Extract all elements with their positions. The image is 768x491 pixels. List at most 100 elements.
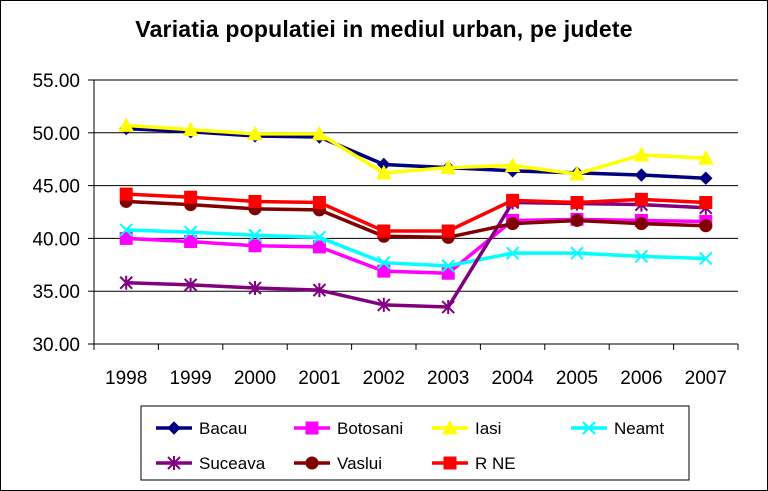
x-tick-label: 2004 (491, 368, 534, 389)
data-point-bacau (699, 171, 713, 185)
data-point-vaslui (634, 217, 648, 231)
gridlines (94, 79, 738, 292)
data-point-botosani (377, 264, 391, 278)
data-point-iasi (247, 125, 263, 141)
data-point-vaslui (570, 213, 584, 227)
legend-label: Vaslui (337, 454, 382, 473)
data-point-iasi (504, 157, 521, 173)
data-point-neamt (312, 230, 327, 245)
legend-label: Bacau (199, 419, 247, 438)
x-tick-label: 2006 (620, 368, 662, 389)
legend-marker (582, 421, 596, 435)
series-iasi (118, 117, 714, 181)
data-point-r-ne (377, 224, 391, 238)
series-line-suceava (126, 200, 706, 309)
legend-label: R NE (475, 454, 516, 473)
data-point-iasi (375, 164, 392, 180)
data-point-suceava (377, 297, 391, 312)
legend-label: Iasi (475, 419, 501, 438)
data-point-suceava (248, 281, 262, 296)
legend-item-iasi: Iasi (432, 419, 501, 438)
series-neamt (119, 223, 713, 273)
data-point-botosani (312, 240, 326, 254)
data-point-iasi (440, 159, 457, 175)
data-point-neamt (570, 246, 584, 260)
series-line-iasi (126, 123, 706, 176)
data-point-r-ne (119, 187, 133, 201)
legend-item-neamt: Neamt (571, 419, 664, 438)
x-tick-label: 2000 (234, 368, 276, 389)
data-point-botosani (248, 239, 262, 253)
legend-item-vaslui: Vaslui (294, 454, 382, 473)
legend-marker (167, 421, 181, 435)
data-point-iasi (633, 146, 650, 162)
series-line-bacau (126, 126, 706, 180)
legend: Bacau Botosani Iasi Neamt Suceava Vaslui R NE (140, 405, 690, 481)
x-tick-label: 2001 (298, 368, 340, 389)
data-point-neamt (505, 246, 520, 260)
legend-marker (443, 456, 457, 470)
legend-label: Suceava (199, 454, 266, 473)
data-point-iasi (118, 117, 135, 132)
data-point-iasi (697, 150, 714, 165)
series-lines (118, 117, 714, 315)
data-point-r-ne (699, 195, 713, 209)
data-point-r-ne (570, 195, 584, 209)
data-point-iasi (311, 125, 328, 141)
y-tick-label: 40.00 (32, 229, 80, 250)
legend-marker (305, 456, 319, 470)
legend-label: Botosani (337, 419, 403, 438)
data-point-neamt (441, 259, 455, 273)
y-tick-label: 35.00 (32, 282, 80, 303)
y-tick-label: 55.00 (32, 71, 80, 92)
series-line-neamt (126, 228, 706, 268)
data-point-suceava (312, 283, 327, 298)
data-point-iasi (182, 121, 199, 137)
data-point-r-ne (634, 192, 648, 206)
x-tick-label: 1999 (169, 368, 211, 389)
legend-item-botosani: Botosani (294, 419, 403, 438)
data-point-botosani (119, 231, 133, 245)
data-point-r-ne (312, 195, 326, 209)
data-point-botosani (184, 235, 198, 249)
data-point-neamt (119, 223, 133, 237)
series-line-r-ne (126, 192, 706, 233)
data-point-vaslui (506, 217, 520, 231)
x-tick-label: 2003 (427, 368, 469, 389)
legend-item-bacau: Bacau (156, 419, 247, 438)
series-line-botosani (126, 217, 706, 275)
legend-marker (305, 421, 319, 435)
series-botosani (119, 212, 713, 280)
y-tick-label: 30.00 (32, 335, 80, 356)
data-point-neamt (699, 251, 713, 266)
data-point-suceava (441, 300, 455, 315)
data-point-suceava (119, 275, 133, 290)
chart-title: Variatia populatiei in mediul urban, pe … (135, 16, 633, 42)
legend-marker (442, 419, 458, 435)
series-r-ne (119, 187, 713, 238)
data-point-r-ne (506, 193, 520, 207)
data-point-r-ne (248, 194, 262, 208)
y-tick-label: 50.00 (32, 124, 80, 145)
axes: 30.00 35.00 40.00 45.00 50.00 55.00 1998 1999 20… (32, 71, 739, 389)
x-tick-label: 1998 (105, 368, 147, 389)
legend-item-suceava: Suceava (156, 454, 266, 473)
data-point-r-ne (441, 224, 455, 238)
data-point-r-ne (184, 190, 198, 204)
legend-box (140, 405, 690, 481)
x-tick-label: 2007 (685, 368, 727, 389)
data-point-suceava (183, 277, 198, 292)
data-point-neamt (183, 225, 198, 239)
y-tick-label: 45.00 (32, 177, 80, 198)
data-point-neamt (248, 228, 262, 242)
data-point-neamt (377, 255, 391, 270)
x-tick-label: 2002 (363, 368, 405, 389)
data-point-vaslui (699, 219, 713, 233)
data-point-neamt (634, 249, 649, 264)
series-line-vaslui (126, 199, 706, 240)
legend-item-r-ne: R NE (432, 454, 516, 473)
data-point-iasi (569, 165, 585, 181)
legend-marker (167, 456, 181, 470)
data-point-bacau (634, 168, 649, 182)
